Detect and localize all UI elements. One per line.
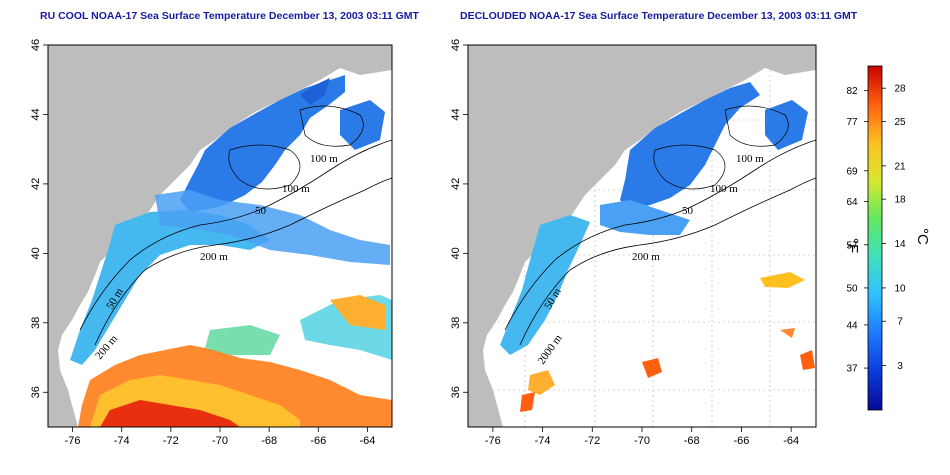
contour-label: 100 m — [310, 153, 338, 165]
lon-tick-label: -76 — [485, 435, 501, 447]
lat-tick-label: 44 — [450, 108, 462, 120]
contour-label: 100 m — [710, 183, 738, 195]
contour-label: 200 m — [632, 251, 660, 263]
fahrenheit-tick-label: 69 — [846, 166, 858, 177]
contour-label: 100 m — [736, 153, 764, 165]
fahrenheit-tick-label: 64 — [846, 197, 858, 208]
lat-tick-label: 42 — [450, 178, 462, 190]
lon-tick-label: -72 — [584, 435, 600, 447]
contour-label: 50 — [682, 205, 694, 217]
lat-tick-label: 46 — [30, 39, 42, 51]
celsius-tick-label: 7 — [897, 317, 903, 328]
lon-tick-label: -66 — [310, 435, 326, 447]
contour-label: 100 m — [282, 183, 310, 195]
left-sst-map: 100 m 100 m 50 200 m 50 m 200 m -76 -74 -7… — [30, 39, 393, 447]
lon-tick-label: -70 — [212, 435, 228, 447]
celsius-tick-label: 25 — [894, 117, 906, 128]
left-map-title: RU COOL NOAA-17 Sea Surface Temperature … — [40, 10, 419, 22]
cold-water-region — [180, 75, 345, 212]
shelf-water-region — [500, 215, 590, 355]
lat-tick-label: 40 — [30, 247, 42, 259]
celsius-tick-label: 28 — [894, 84, 906, 95]
temperature-colorbar: 28 25 21 18 14 10 7 3 82 77 69 64 57 50 44 37 °F °C — [844, 65, 931, 411]
lon-tick-label: -70 — [634, 435, 650, 447]
fahrenheit-tick-label: 44 — [846, 320, 858, 331]
celsius-tick-label: 10 — [894, 283, 906, 294]
celsius-tick-label: 21 — [894, 161, 906, 172]
fahrenheit-unit-label: °F — [844, 238, 861, 253]
fahrenheit-tick-label: 57 — [846, 240, 858, 251]
right-map-title: DECLOUDED NOAA-17 Sea Surface Temperatur… — [460, 10, 858, 22]
right-declouded-map: 100 m 100 m 50 200 m 50 m 2000 m -76 -74-… — [450, 39, 817, 447]
lat-tick-label: 46 — [450, 39, 462, 51]
celsius-tick-label: 3 — [897, 361, 903, 372]
lon-tick-label: -64 — [783, 435, 799, 447]
lat-tick-label: 36 — [450, 386, 462, 398]
cold-water-region — [620, 82, 760, 210]
lat-tick-label: 42 — [30, 178, 42, 190]
lat-tick-label: 38 — [30, 317, 42, 329]
land-mass — [468, 45, 816, 427]
lon-tick-label: -64 — [359, 435, 375, 447]
lon-tick-label: -74 — [535, 435, 551, 447]
celsius-tick-label: 18 — [894, 195, 906, 206]
contour-label: 200 m — [200, 251, 228, 263]
lon-tick-label: -66 — [733, 435, 749, 447]
lat-tick-label: 44 — [30, 108, 42, 120]
warm-water-patch — [528, 370, 555, 395]
fahrenheit-tick-label: 37 — [846, 364, 858, 375]
fahrenheit-tick-label: 82 — [846, 86, 858, 97]
lon-tick-label: -74 — [114, 435, 130, 447]
celsius-tick-label: 14 — [894, 239, 906, 250]
fahrenheit-tick-label: 50 — [846, 283, 858, 294]
lat-tick-label: 38 — [450, 317, 462, 329]
fahrenheit-tick-label: 77 — [846, 117, 858, 128]
lon-tick-label: -76 — [65, 435, 81, 447]
lon-tick-label: -72 — [163, 435, 179, 447]
celsius-unit-label: °C — [914, 228, 931, 245]
contour-label: 50 — [255, 205, 267, 217]
land-mass — [48, 45, 392, 427]
lon-tick-label: -68 — [261, 435, 277, 447]
lat-tick-label: 40 — [450, 247, 462, 259]
lat-tick-label: 36 — [30, 386, 42, 398]
lon-tick-label: -68 — [684, 435, 700, 447]
shelf-water-region — [70, 210, 270, 365]
